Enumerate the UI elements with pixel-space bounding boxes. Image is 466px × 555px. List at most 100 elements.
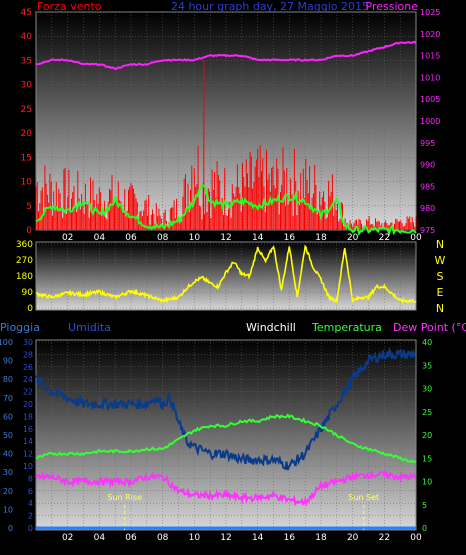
pressure-y-tick: 1000 — [420, 117, 440, 126]
rain-legend: Pioggia — [0, 321, 40, 334]
pressure-y-tick: 980 — [420, 204, 435, 213]
dewpoint-legend: Dew Point (°C) — [393, 321, 466, 334]
pressure-y-tick: 990 — [420, 161, 435, 170]
rain-y-tick: 90 — [3, 357, 13, 366]
wind-y-tick: 10 — [21, 178, 33, 188]
wind-y-tick: 40 — [21, 32, 33, 42]
x-tick-label: 22 — [379, 233, 390, 243]
compass-label: S — [437, 270, 444, 283]
humidity-y-tick: 8 — [28, 474, 33, 483]
wind-avg-line — [35, 184, 417, 237]
pressure-y-tick: 975 — [420, 226, 435, 235]
compass-label: N — [436, 302, 444, 315]
humidity-y-tick: 22 — [23, 388, 33, 397]
x-tick-label: 02 — [62, 233, 73, 243]
temperature-y-tick: 10 — [422, 478, 432, 487]
wind-axis-title: Forza vento — [37, 0, 102, 13]
compass-label: E — [437, 286, 444, 299]
chart-title: 24 hour graph day, 27 Maggio 2015 — [171, 0, 369, 13]
compass-label: N — [436, 238, 444, 251]
x-tick-label: 20 — [347, 233, 359, 243]
x-tick-label: 00 — [410, 533, 422, 543]
temperature-y-tick: 0 — [422, 524, 427, 533]
wind-y-tick: 0 — [26, 226, 32, 236]
pressure-y-tick: 1015 — [420, 52, 440, 61]
sunset-label: Sun Set — [348, 493, 379, 502]
rain-y-tick: 0 — [8, 524, 13, 533]
x-tick-label: 16 — [284, 233, 296, 243]
temperature-y-tick: 20 — [422, 431, 432, 440]
wind-y-tick: 5 — [26, 202, 32, 212]
humidity-y-tick: 28 — [23, 350, 33, 359]
x-tick-label: 14 — [252, 233, 264, 243]
humidity-legend: Umidita — [68, 321, 111, 334]
humidity-y-tick: 12 — [23, 450, 33, 459]
pressure-line — [35, 40, 417, 71]
x-tick-label: 22 — [379, 533, 390, 543]
temperature-line — [35, 413, 416, 463]
pressure-y-tick: 1010 — [420, 73, 440, 82]
x-tick-label: 06 — [125, 233, 137, 243]
x-tick-label: 18 — [315, 233, 327, 243]
direction-y-tick: 180 — [16, 272, 33, 282]
rain-y-tick: 80 — [3, 375, 13, 384]
humidity-y-tick: 6 — [28, 487, 33, 496]
x-tick-label: 08 — [157, 233, 169, 243]
humidity-y-tick: 26 — [23, 363, 33, 372]
wind-y-tick: 45 — [21, 8, 32, 18]
rain-y-tick: 70 — [3, 394, 13, 403]
humidity-y-tick: 14 — [23, 437, 33, 446]
x-tick-label: 00 — [410, 233, 422, 243]
rain-y-tick: 50 — [3, 431, 13, 440]
humidity-y-tick: 30 — [23, 338, 33, 347]
humidity-y-tick: 18 — [23, 412, 33, 421]
x-tick-label: 18 — [315, 533, 327, 543]
pressure-y-tick: 1020 — [420, 30, 440, 39]
windchill-legend: Windchill — [246, 321, 296, 334]
rain-y-tick: 30 — [3, 468, 13, 477]
temperature-y-tick: 25 — [422, 408, 432, 417]
temperature-legend: Temperatura — [311, 321, 382, 334]
direction-y-tick: 0 — [27, 304, 33, 314]
x-tick-label: 06 — [125, 533, 137, 543]
pressure-axis-title: Pressione — [366, 0, 419, 13]
rain-y-tick: 40 — [3, 450, 13, 459]
direction-y-tick: 270 — [16, 256, 33, 266]
humidity-y-tick: 20 — [23, 400, 33, 409]
rain-y-tick: 60 — [3, 412, 13, 421]
humidity-y-tick: 10 — [23, 462, 33, 471]
temperature-y-tick: 35 — [422, 361, 432, 370]
wind-y-tick: 25 — [21, 105, 32, 115]
rain-y-tick: 100 — [0, 338, 13, 347]
humidity-y-tick: 2 — [28, 512, 33, 521]
x-tick-label: 12 — [220, 233, 231, 243]
x-tick-label: 04 — [94, 233, 106, 243]
humidity-y-tick: 24 — [23, 375, 33, 384]
direction-y-tick: 360 — [16, 240, 33, 250]
x-tick-label: 12 — [220, 533, 231, 543]
compass-label: W — [435, 254, 446, 267]
x-tick-label: 02 — [62, 533, 73, 543]
x-tick-label: 16 — [284, 533, 296, 543]
humidity-y-tick: 16 — [23, 425, 33, 434]
wind-y-tick: 20 — [21, 129, 33, 139]
wind-direction-line — [35, 244, 417, 304]
temperature-y-tick: 40 — [422, 338, 432, 347]
x-tick-label: 14 — [252, 533, 264, 543]
pressure-y-tick: 1005 — [420, 95, 440, 104]
sunrise-label: Sun Rise — [107, 493, 142, 502]
wind-y-tick: 35 — [21, 56, 32, 66]
temperature-y-tick: 15 — [422, 454, 432, 463]
wind-y-tick: 15 — [21, 153, 32, 163]
wind-y-tick: 30 — [21, 81, 33, 91]
direction-y-tick: 90 — [22, 288, 34, 298]
pressure-y-tick: 1025 — [420, 8, 440, 17]
humidity-y-tick: 4 — [28, 499, 33, 508]
x-tick-label: 04 — [94, 533, 106, 543]
rain-y-tick: 20 — [3, 487, 13, 496]
temperature-y-tick: 30 — [422, 385, 432, 394]
humidity-line — [35, 346, 417, 471]
